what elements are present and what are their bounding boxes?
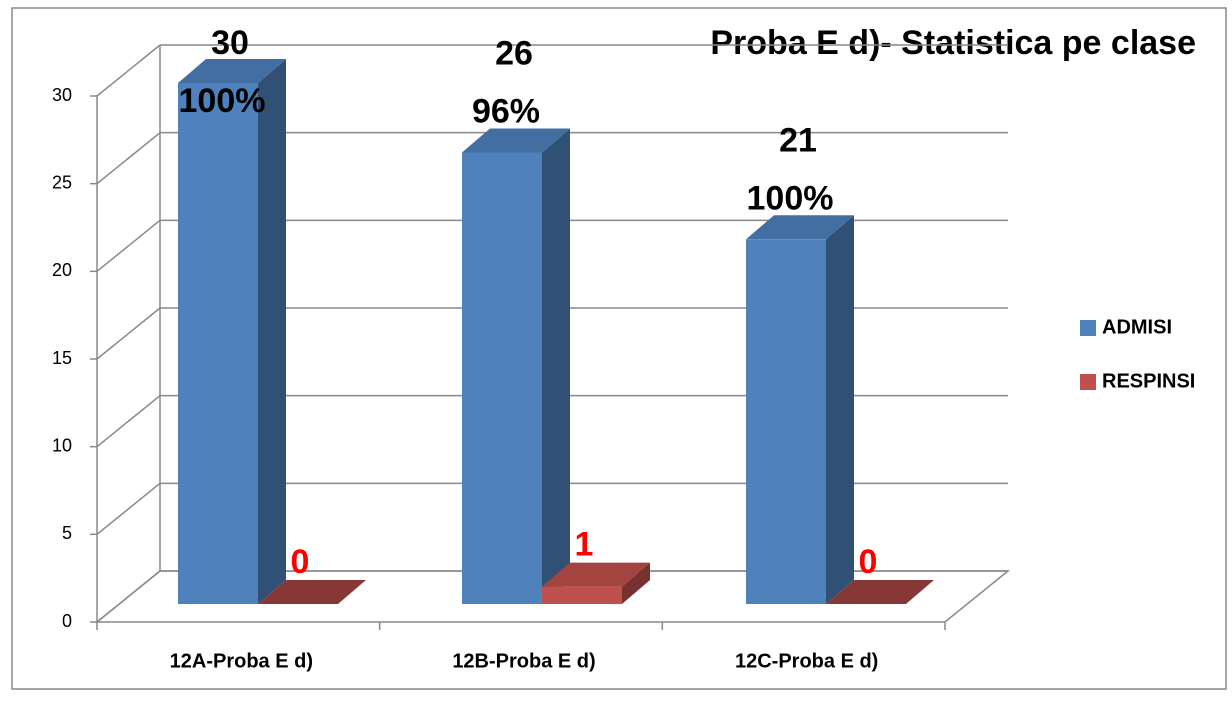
percent-label: 100% xyxy=(747,179,834,217)
percent-label: 100% xyxy=(179,82,266,120)
bar-top xyxy=(542,562,650,587)
legend-swatch xyxy=(1080,320,1096,336)
percent-label: 96% xyxy=(472,92,540,130)
y-tick-label: 25 xyxy=(52,172,72,192)
bar-top xyxy=(462,128,570,153)
bar-top xyxy=(258,580,366,604)
y-tick-label: 5 xyxy=(62,523,72,543)
grid-diagonal xyxy=(96,44,161,97)
x-tick-label: 12B-Proba E d) xyxy=(452,650,595,672)
legend-label: ADMISI xyxy=(1102,316,1172,338)
x-tick-label: 12C-Proba E d) xyxy=(735,650,878,672)
grid-diagonal xyxy=(96,219,161,272)
bar xyxy=(542,586,622,604)
chart-title: Proba E d)- Statistica pe clase xyxy=(710,24,1196,62)
data-label: 0 xyxy=(859,543,878,581)
grid-diagonal xyxy=(96,570,161,623)
y-tick-label: 10 xyxy=(52,435,72,455)
y-tick-label: 20 xyxy=(52,260,72,280)
bar-side xyxy=(826,215,854,605)
bar xyxy=(178,83,258,604)
grid-diagonal xyxy=(96,132,161,185)
grid-diagonal xyxy=(96,395,161,448)
grid-diagonal xyxy=(96,307,161,360)
bar-side xyxy=(542,128,570,604)
y-tick-label: 15 xyxy=(52,348,72,368)
bar-top xyxy=(178,59,286,83)
bar-side xyxy=(622,562,650,604)
bar xyxy=(462,152,542,604)
bar-side xyxy=(258,59,286,604)
data-label: 21 xyxy=(779,121,817,159)
bar-top xyxy=(826,580,934,604)
y-tick-label: 30 xyxy=(52,85,72,105)
y-tick-label: 0 xyxy=(62,611,72,631)
data-label: 0 xyxy=(291,543,310,581)
x-tick-label: 12A-Proba E d) xyxy=(170,650,313,672)
bar xyxy=(746,239,826,605)
data-label: 30 xyxy=(211,24,249,62)
data-label: 1 xyxy=(575,526,594,564)
legend-label: RESPINSI xyxy=(1102,370,1195,392)
bar-top xyxy=(746,215,854,240)
data-label: 26 xyxy=(495,34,533,72)
grid-diagonal xyxy=(96,482,161,535)
legend-swatch xyxy=(1080,374,1096,390)
